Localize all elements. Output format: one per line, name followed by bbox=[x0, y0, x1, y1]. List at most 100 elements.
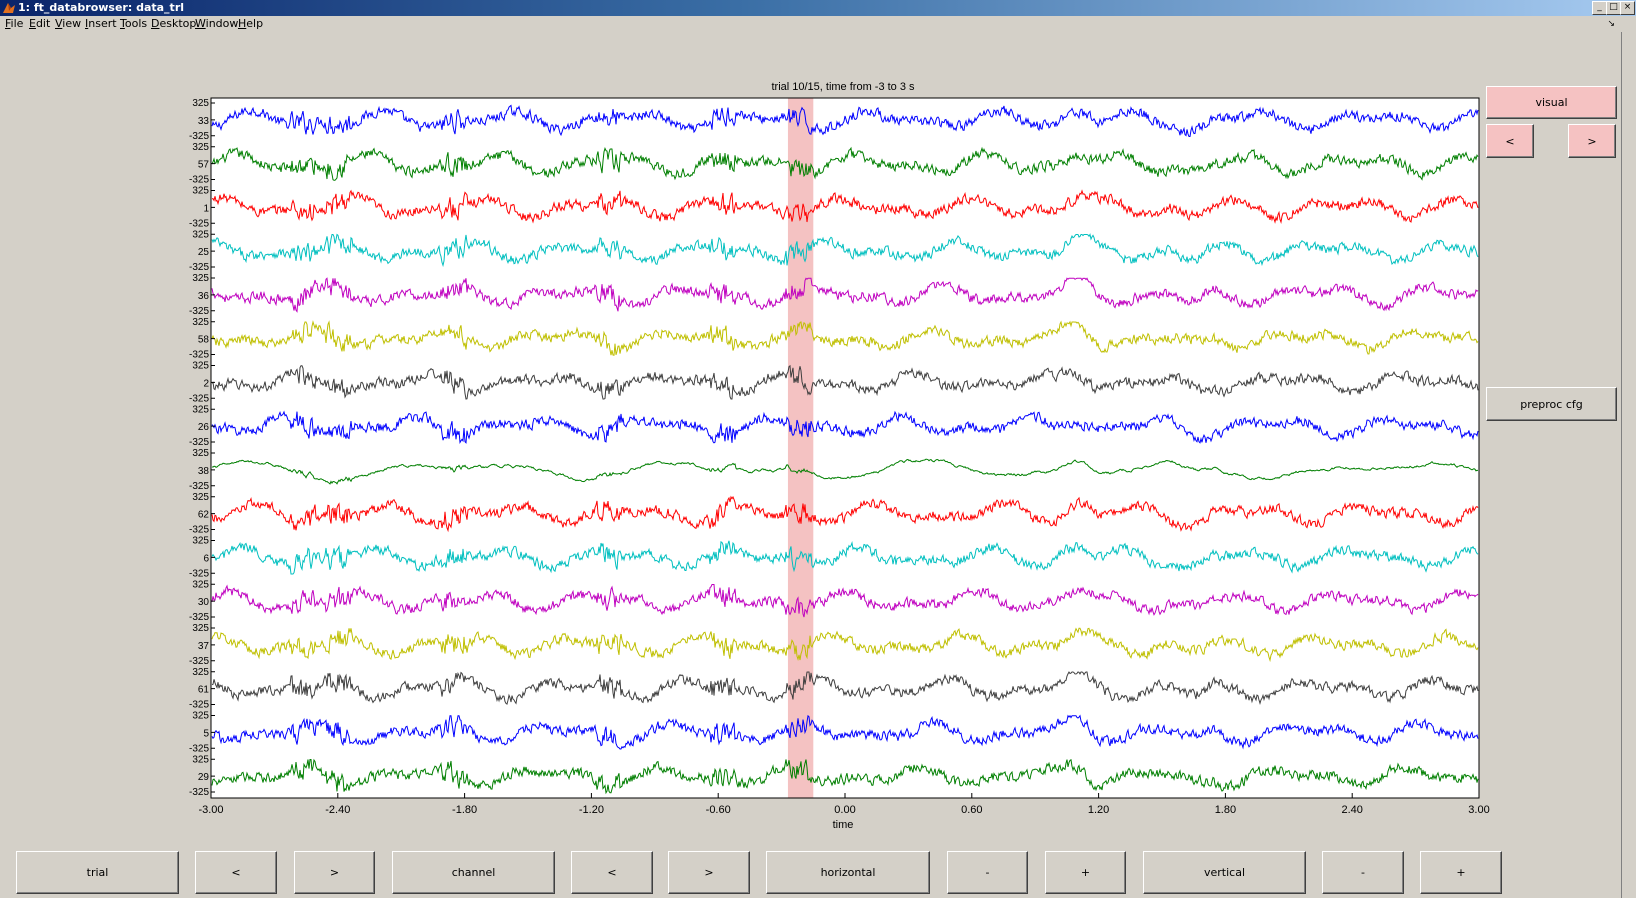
menu-view[interactable]: View bbox=[55, 17, 81, 31]
menu-desktop[interactable]: Desktop bbox=[151, 17, 196, 31]
menu-window[interactable]: Window bbox=[195, 17, 238, 31]
trace-channel-62 bbox=[211, 495, 1479, 533]
xtick-label: -2.40 bbox=[325, 804, 350, 816]
window-title: 1: ft_databrowser: data_trl bbox=[18, 1, 185, 14]
vertical-plus-button[interactable]: + bbox=[1420, 851, 1502, 894]
ytick-bottom-1: -325 bbox=[189, 218, 209, 229]
menu-tools[interactable]: Tools bbox=[120, 17, 147, 31]
ytick-bottom-58: -325 bbox=[189, 350, 209, 361]
menu-window-rest: indow bbox=[205, 17, 239, 30]
preproc-cfg-button[interactable]: preproc cfg bbox=[1486, 387, 1617, 421]
visual-button[interactable]: visual bbox=[1486, 86, 1617, 119]
xtick-label: -0.60 bbox=[706, 804, 731, 816]
menu-bar: File Edit View Insert Tools Desktop Wind… bbox=[0, 16, 1636, 32]
xtick-label: -1.20 bbox=[579, 804, 604, 816]
menu-view-mnemonic: V bbox=[55, 17, 63, 30]
channel-traces bbox=[211, 104, 1479, 795]
visual-prev-button[interactable]: < bbox=[1486, 124, 1534, 158]
vertical-button[interactable]: vertical bbox=[1143, 851, 1306, 894]
ytick-bottom-61: -325 bbox=[189, 700, 209, 711]
ytick-top-33: 325 bbox=[192, 98, 209, 109]
channel-label-30: 30 bbox=[198, 597, 210, 608]
trace-channel-5 bbox=[211, 714, 1479, 750]
trace-channel-2 bbox=[211, 364, 1479, 400]
trace-channel-25 bbox=[211, 233, 1479, 268]
ytick-bottom-57: -325 bbox=[189, 175, 209, 186]
channel-labels: 32533-32532557-3253251-32532525-32532536… bbox=[189, 98, 215, 798]
ytick-top-62: 325 bbox=[192, 492, 209, 503]
trace-channel-6 bbox=[211, 540, 1479, 575]
plot-area bbox=[211, 98, 1479, 798]
ytick-top-57: 325 bbox=[192, 142, 209, 153]
ytick-bottom-6: -325 bbox=[189, 568, 209, 579]
menu-help-rest: elp bbox=[246, 17, 264, 30]
ytick-bottom-2: -325 bbox=[189, 393, 209, 404]
trace-channel-26 bbox=[211, 410, 1479, 444]
menu-insert[interactable]: Insert bbox=[85, 17, 117, 31]
trial-prev-button[interactable]: < bbox=[195, 851, 277, 894]
ytick-bottom-30: -325 bbox=[189, 612, 209, 623]
channel-prev-button[interactable]: < bbox=[571, 851, 653, 894]
ytick-top-5: 325 bbox=[192, 711, 209, 722]
horizontal-plus-button[interactable]: + bbox=[1045, 851, 1126, 894]
ytick-bottom-33: -325 bbox=[189, 131, 209, 142]
horizontal-minus-button[interactable]: - bbox=[947, 851, 1028, 894]
channel-label-5: 5 bbox=[203, 728, 209, 739]
menu-view-rest: iew bbox=[62, 17, 82, 30]
channel-next-button[interactable]: > bbox=[668, 851, 750, 894]
xtick-label: 1.80 bbox=[1215, 804, 1236, 816]
trace-channel-33 bbox=[211, 104, 1479, 137]
menu-help[interactable]: Help bbox=[238, 17, 263, 31]
channel-label-38: 38 bbox=[198, 466, 210, 477]
ytick-bottom-25: -325 bbox=[189, 262, 209, 273]
menu-edit-mnemonic: E bbox=[29, 17, 36, 30]
trial-button[interactable]: trial bbox=[16, 851, 179, 894]
ytick-bottom-38: -325 bbox=[189, 481, 209, 492]
horizontal-button[interactable]: horizontal bbox=[766, 851, 930, 894]
menu-edit[interactable]: Edit bbox=[29, 17, 50, 31]
ytick-top-38: 325 bbox=[192, 448, 209, 459]
vertical-minus-button[interactable]: - bbox=[1322, 851, 1404, 894]
channel-label-29: 29 bbox=[198, 772, 210, 783]
channel-label-25: 25 bbox=[198, 247, 210, 258]
menu-help-mnemonic: H bbox=[238, 17, 247, 30]
channel-label-61: 61 bbox=[198, 685, 210, 696]
menubar-dock-arrow-icon[interactable]: ↘ bbox=[1607, 18, 1615, 28]
trace-channel-38 bbox=[211, 458, 1479, 485]
title-bar: 1: ft_databrowser: data_trl _ □ × bbox=[0, 0, 1636, 16]
trace-channel-58 bbox=[211, 320, 1479, 356]
channel-label-58: 58 bbox=[198, 335, 210, 346]
ytick-bottom-5: -325 bbox=[189, 743, 209, 754]
trial-next-button[interactable]: > bbox=[294, 851, 375, 894]
channel-label-6: 6 bbox=[203, 553, 209, 564]
trace-channel-1 bbox=[211, 189, 1479, 225]
channel-label-62: 62 bbox=[198, 510, 210, 521]
channel-button[interactable]: channel bbox=[392, 851, 555, 894]
xtick-label: 2.40 bbox=[1341, 804, 1362, 816]
menu-file[interactable]: File bbox=[5, 17, 23, 31]
xtick-label: 0.00 bbox=[834, 804, 855, 816]
ytick-top-37: 325 bbox=[192, 623, 209, 634]
menu-tools-mnemonic: T bbox=[120, 17, 125, 30]
ytick-top-61: 325 bbox=[192, 667, 209, 678]
channel-label-36: 36 bbox=[198, 291, 210, 302]
matlab-icon bbox=[3, 3, 15, 13]
x-axis-label: time bbox=[833, 819, 854, 831]
ytick-top-36: 325 bbox=[192, 273, 209, 284]
menu-tools-rest: ools bbox=[124, 17, 148, 30]
ytick-top-29: 325 bbox=[192, 754, 209, 765]
ytick-top-30: 325 bbox=[192, 579, 209, 590]
highlight-region[interactable] bbox=[787, 98, 814, 798]
ytick-top-26: 325 bbox=[192, 404, 209, 415]
menu-insert-rest: nsert bbox=[88, 17, 117, 30]
close-button[interactable]: × bbox=[1620, 1, 1635, 15]
right-edge-strip bbox=[1621, 32, 1636, 898]
trace-channel-57 bbox=[211, 146, 1479, 181]
trace-channel-61 bbox=[211, 671, 1479, 706]
ytick-bottom-37: -325 bbox=[189, 656, 209, 667]
visual-next-button[interactable]: > bbox=[1568, 124, 1616, 158]
ytick-bottom-29: -325 bbox=[189, 787, 209, 798]
channel-label-33: 33 bbox=[198, 116, 210, 127]
x-axis: -3.00 -2.40 -1.80 -1.20 -0.60 0.00 0.60 1.20 1.8… bbox=[198, 793, 1490, 816]
